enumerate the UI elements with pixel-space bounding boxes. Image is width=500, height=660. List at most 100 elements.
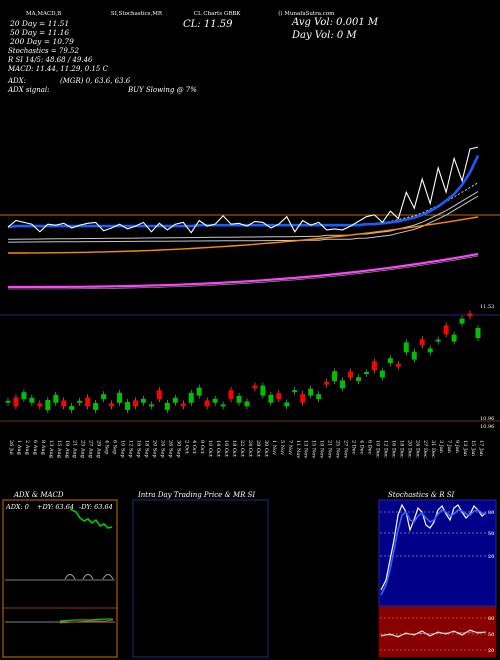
date-tick-label: 30 Oct [263,440,269,457]
date-tick-label: 15 Jan [470,440,476,457]
ma200-line-lower [8,195,479,243]
ma-ext-shadow-line [8,255,479,290]
candle-body [363,372,369,374]
ma200-legend: 200 Day = 10.79 [10,37,74,46]
candle-body [324,381,330,385]
date-tick-label: 11 Nov [295,440,301,458]
close-price-label: CL: 11.59 [183,19,233,30]
day-volume-label: Day Vol: 0 M [292,30,357,41]
date-tick-label: 13 Jan [462,440,468,457]
price-right-label: 10.96 [480,416,494,422]
candle-body [21,392,27,400]
date-tick-label: 25 Nov [335,440,341,458]
adx-signal-legend: ADX signal: [8,86,50,94]
date-tick-label: 20 Dec [406,440,412,458]
candle-body [300,393,306,403]
date-tick-label: 27 Aug [88,440,94,459]
adx-panel-frame [2,499,118,658]
candle-body [132,400,138,407]
candle-body [220,404,226,407]
candle-body [172,397,178,403]
candle-body [387,358,393,364]
date-tick-label: 1 Nov [271,440,277,455]
date-tick-label: 1 Aug [16,440,22,456]
rsi-legend: R SI 14/5: 48.68 / 49.46 [8,56,93,64]
adx-marker [82,574,94,580]
date-tick-label: 3 Jan [438,440,444,454]
adx-line [69,508,113,529]
date-tick-label: 17 Jan [478,440,484,457]
date-tick-label: 14 Oct [215,440,221,457]
date-tick-label: 6 Dec [366,440,372,455]
date-tick-label: 23 Aug [80,440,86,459]
date-tick-label: 22 Oct [239,440,245,457]
date-tick-label: 20 Sep [151,440,157,458]
date-tick-label: 18 Oct [231,440,237,457]
ma20-legend: 20 Day = 11.51 [10,19,70,28]
candle-body [45,400,51,410]
candle-body [435,339,441,342]
candle-body [411,351,417,360]
intraday-panel-title: Intra Day Trading Price & MR SI [138,491,256,499]
date-tick-label: 4 Sep [104,440,110,454]
date-tick-label: 27 Nov [343,440,349,458]
candle-body [252,385,258,389]
date-tick-label: 28 Oct [255,440,261,457]
stoch-ytick: 20 [488,554,494,560]
candle-body [467,313,473,317]
date-tick-label: 21 Nov [327,440,333,458]
candle-body [77,400,83,403]
date-tick-label: 8 Aug [40,440,46,456]
buy-signal-legend: BUY Slowing @ 7% [128,86,197,94]
macd-line [59,618,113,622]
header-part-4: () MunafaSutra.com [278,11,335,17]
candle-body [459,318,465,324]
date-tick-label: 21 Aug [72,440,78,459]
date-tick-label: 15 Aug [56,440,62,459]
date-tick-label: 7 Jan [446,440,452,454]
candle-body [451,334,457,342]
date-tick-label: 19 Nov [319,440,325,458]
candle-body [5,400,11,403]
candle-body [427,348,433,353]
stoch-ytick: 80 [488,510,494,516]
candle-body [348,371,354,378]
adx-marker [102,574,114,580]
date-tick-label: 15 Nov [311,440,317,458]
candle-body [284,402,290,407]
price-right-label: 11.53 [480,304,494,310]
stoch-panel-title: Stochastics & R SI [388,491,455,499]
chart-header: MA,MACD,B SI,Stochastics,MR CL Charts GR… [4,11,334,17]
date-tick-label: 4 Oct [191,440,197,454]
candle-body [356,377,362,382]
candle-body [228,390,234,400]
candle-body [268,394,274,403]
rsi-line [380,629,487,638]
price-chart: 11.53 10.96 10.96 26 Jul 1 Aug 2 Aug 6 Aug 8 Au… [0,146,500,459]
date-tick-label: 13 Aug [48,440,54,459]
date-tick-label: 13 Nov [303,440,309,458]
date-tick-label: 2 Dec [351,440,357,455]
candle-body [37,403,43,407]
candle-body [308,388,314,396]
ma-ext-line [8,252,479,289]
date-tick-label: 2 Aug [24,440,30,456]
candle-body [93,403,99,410]
candle-body [332,371,338,382]
ma50-legend: 50 Day = 11.16 [10,28,70,37]
candle-body [395,363,401,367]
plus-dy-label: +DY: 63.64 [37,503,74,511]
ma-slow-line [8,216,479,254]
candle-body [316,394,322,400]
candle-body [53,394,59,403]
rsi-signal-line [381,631,486,637]
adx-value-label: ADX: 0 [5,503,29,511]
date-tick-label: 2 Oct [183,440,189,454]
candle-body [236,395,242,403]
date-tick-label: 26 Jul [8,440,14,455]
intraday-panel-frame [132,499,269,658]
date-tick-label: 5 Nov [279,440,285,455]
date-tick-label: 6 Aug [32,440,38,456]
candle-body [196,387,202,396]
